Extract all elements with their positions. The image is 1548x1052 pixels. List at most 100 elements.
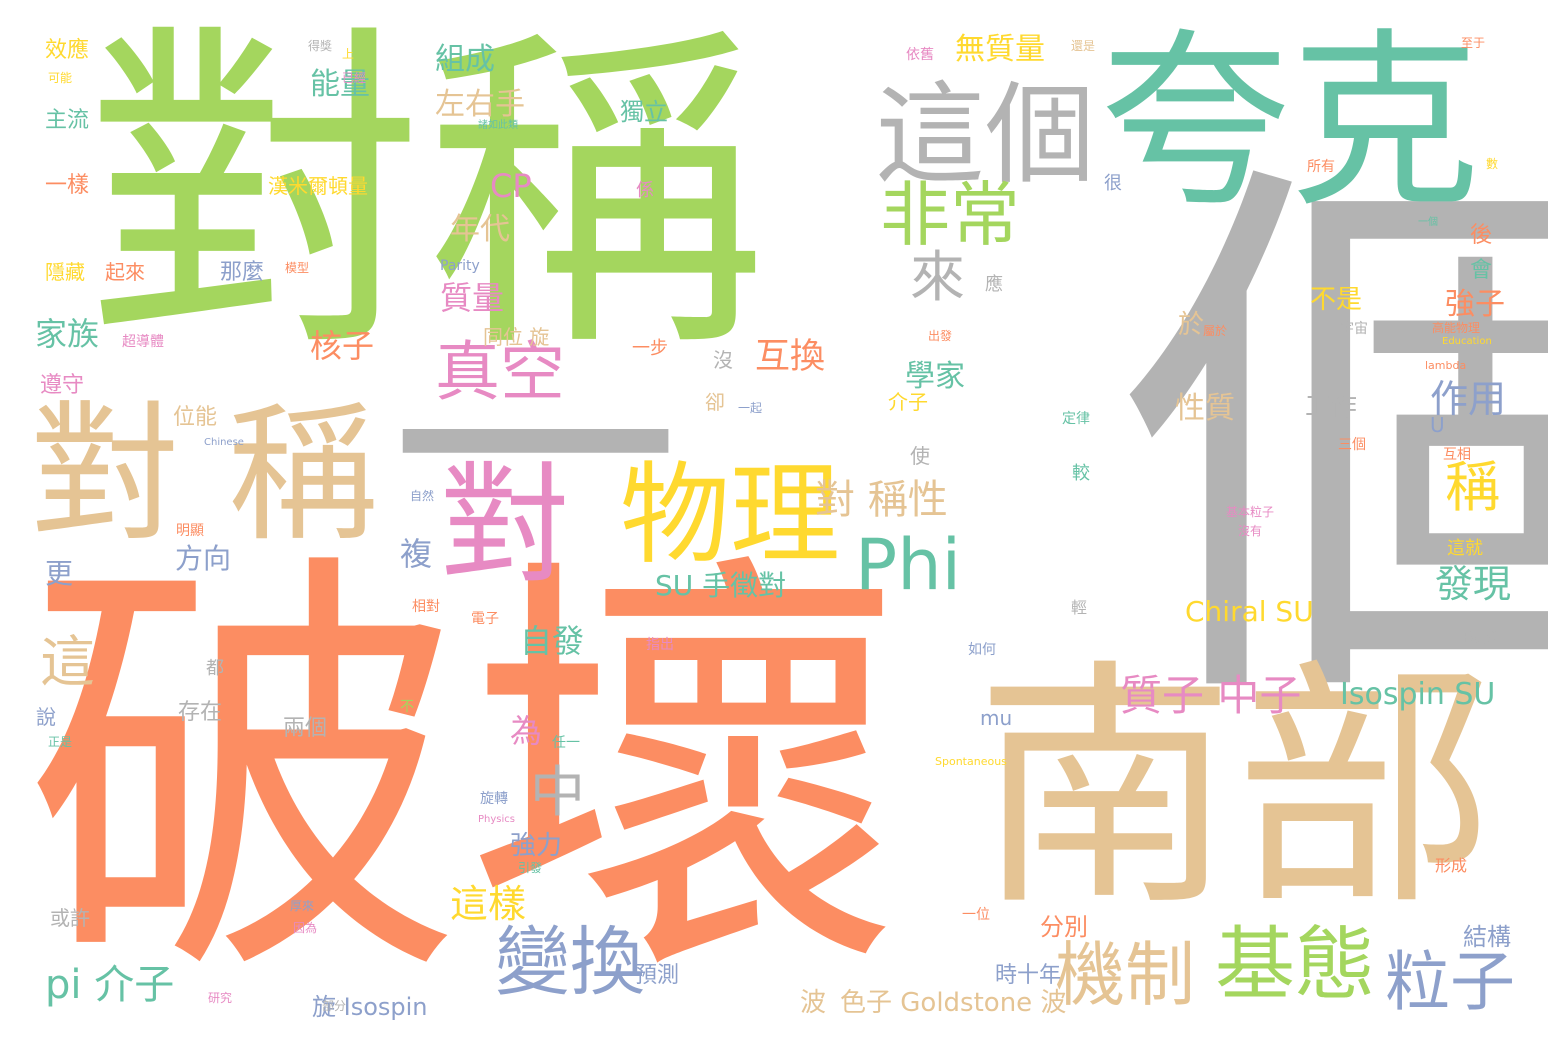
word-cloud-word: 出發 [928, 329, 953, 343]
word-cloud-word: 係 [636, 180, 654, 201]
word-cloud-word: 模型 [285, 261, 310, 275]
word-cloud-word: 核子 [310, 327, 375, 365]
word-cloud-word: SU 手徵對 [655, 569, 787, 602]
word-cloud-word: 發現 [1435, 562, 1512, 606]
word-cloud-word: 結構 [1463, 923, 1511, 951]
word-cloud-word: 組成 [435, 42, 495, 77]
word-cloud-word: 這就 [1447, 538, 1483, 559]
word-cloud-word: 明顯 [176, 523, 204, 539]
word-cloud-word: 自發 [520, 622, 585, 660]
word-cloud-word: 波 [800, 988, 827, 1018]
word-cloud-word: 獨立 [620, 98, 668, 126]
word-cloud-word: Spontaneous [935, 755, 1007, 768]
word-cloud-word: 諸如此類 [478, 120, 518, 131]
word-cloud-word: 一樣 [45, 173, 90, 198]
word-cloud-word: 說 [36, 705, 56, 729]
word-cloud-word: 這 [40, 630, 96, 694]
word-cloud-word: 時十年 [995, 963, 1062, 988]
word-cloud-word: 作用 [1430, 377, 1507, 421]
word-cloud-word: 形成 [1435, 856, 1468, 875]
word-cloud-word: 較 [1072, 463, 1090, 484]
word-cloud-word: 方向 [175, 542, 232, 575]
word-cloud-word: 質量 [440, 279, 505, 317]
word-cloud-word: 使 [910, 444, 930, 468]
word-cloud-word: 部分 [322, 999, 347, 1013]
word-cloud-word: 能量 [310, 67, 370, 102]
word-cloud-word: 高能物理 [1432, 321, 1481, 335]
word-cloud-word: 來 [910, 245, 966, 309]
word-cloud-word: CP [490, 167, 532, 205]
word-cloud-word: 效應 [45, 38, 90, 63]
word-cloud-word: lambda [1425, 359, 1467, 372]
word-cloud-word: 對 稱性 [815, 477, 948, 523]
word-cloud-word: 左右手 [435, 87, 525, 122]
word-cloud-word: 或許 [50, 906, 90, 930]
word-cloud-word: 分別 [1040, 913, 1088, 941]
word-cloud-word: 隱藏 [45, 260, 85, 284]
word-cloud-word: 於 [1178, 310, 1205, 340]
word-cloud-word: 工作 [1305, 392, 1358, 422]
word-cloud-word: 自然 [410, 489, 435, 503]
word-cloud-word: 沒有 [1238, 524, 1263, 538]
word-cloud-word: 真空 [435, 335, 566, 410]
word-cloud-word: 位能 [173, 405, 218, 430]
word-cloud-word: 預測 [635, 963, 680, 988]
word-cloud-word: 物理 [620, 451, 840, 579]
word-cloud-word: 個 [1120, 119, 1548, 771]
word-cloud-word: 研究 [208, 991, 233, 1005]
word-cloud-word: Isospin SU [1340, 677, 1496, 712]
word-cloud-word: 粒子 [1385, 945, 1516, 1020]
word-cloud-word: 會 [1470, 258, 1493, 283]
word-cloud-word: 南部 [975, 639, 1495, 941]
word-cloud-word: 引發 [518, 861, 543, 875]
word-cloud-word: 基態 [1215, 918, 1375, 1011]
word-cloud-word: pi 介子 [45, 962, 175, 1008]
word-cloud-word: 都 [206, 658, 224, 679]
word-cloud-word: 屬於 [1203, 324, 1228, 338]
word-cloud-word: mu [980, 706, 1013, 730]
word-cloud-word: 沒 [713, 348, 733, 372]
word-cloud-word: 質子 中子 [1120, 671, 1302, 720]
word-cloud-word: 稱 [1445, 455, 1501, 519]
word-cloud-word: 基本粒子 [1226, 505, 1275, 519]
word-cloud-word: 得獎 [308, 39, 333, 53]
word-cloud-word: 厚來 [290, 899, 315, 913]
word-cloud-word: 因為 [293, 921, 318, 935]
word-cloud-word: 夸克 [1100, 12, 1481, 233]
word-cloud-word: U [1430, 413, 1445, 437]
word-cloud-word: 對 [440, 449, 571, 601]
word-cloud-word: 同位 旋 [483, 325, 550, 349]
word-cloud-word: 為 [510, 712, 543, 750]
word-cloud-word: 那麼 [220, 260, 265, 285]
word-cloud-word: 互相 [1443, 447, 1471, 463]
word-cloud-word: BCS [1462, 628, 1499, 649]
word-cloud-word: 宇宙 [1340, 321, 1368, 337]
word-cloud-word: 存在 [178, 700, 223, 725]
word-cloud-word: 漢米爾頓量 [268, 174, 368, 198]
word-cloud-word: 旋 Isospin [312, 993, 428, 1021]
word-cloud-word: 指出 [646, 637, 674, 653]
word-cloud-word: 一步 [632, 338, 668, 359]
word-cloud-word: 上 [342, 47, 355, 61]
word-cloud-word: 電子 [471, 611, 499, 627]
word-cloud-word: 強子 [1445, 287, 1505, 322]
word-cloud-word: 更 [45, 557, 74, 590]
word-cloud-word: Physics [478, 814, 515, 825]
word-cloud-word: 已經 [342, 71, 367, 85]
word-cloud-word: 兩個 [283, 716, 328, 741]
word-cloud-word: 不是 [1310, 285, 1363, 315]
word-cloud-word: 正是 [48, 735, 73, 749]
word-cloud-word: 所有 [1307, 159, 1335, 175]
word-cloud-word: 超導體 [122, 334, 164, 350]
word-cloud-word: Chinese [204, 437, 244, 448]
word-cloud-word: 數 [1486, 157, 1499, 171]
word-cloud-word: 遵守 [40, 373, 85, 398]
word-cloud-word: 這樣 [450, 882, 527, 926]
word-cloud-word: 介子 [888, 390, 928, 414]
word-cloud-word: 至于 [1461, 36, 1486, 50]
word-cloud-word: 一位 [962, 907, 990, 923]
word-cloud-word: 定律 [1062, 411, 1090, 427]
word-cloud-word: 不 [400, 699, 414, 715]
word-cloud-word: 學家 [905, 359, 965, 394]
